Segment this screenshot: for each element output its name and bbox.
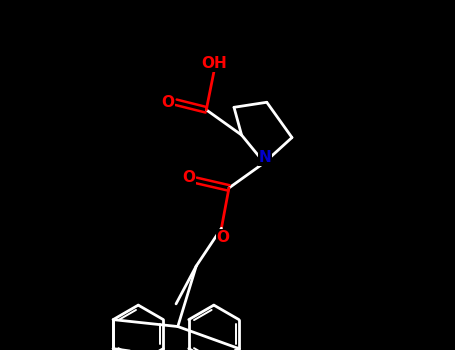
Text: O: O bbox=[182, 170, 195, 185]
Text: N: N bbox=[259, 150, 272, 165]
Text: O: O bbox=[217, 230, 230, 245]
Text: O: O bbox=[161, 95, 174, 110]
Text: OH: OH bbox=[201, 56, 227, 71]
